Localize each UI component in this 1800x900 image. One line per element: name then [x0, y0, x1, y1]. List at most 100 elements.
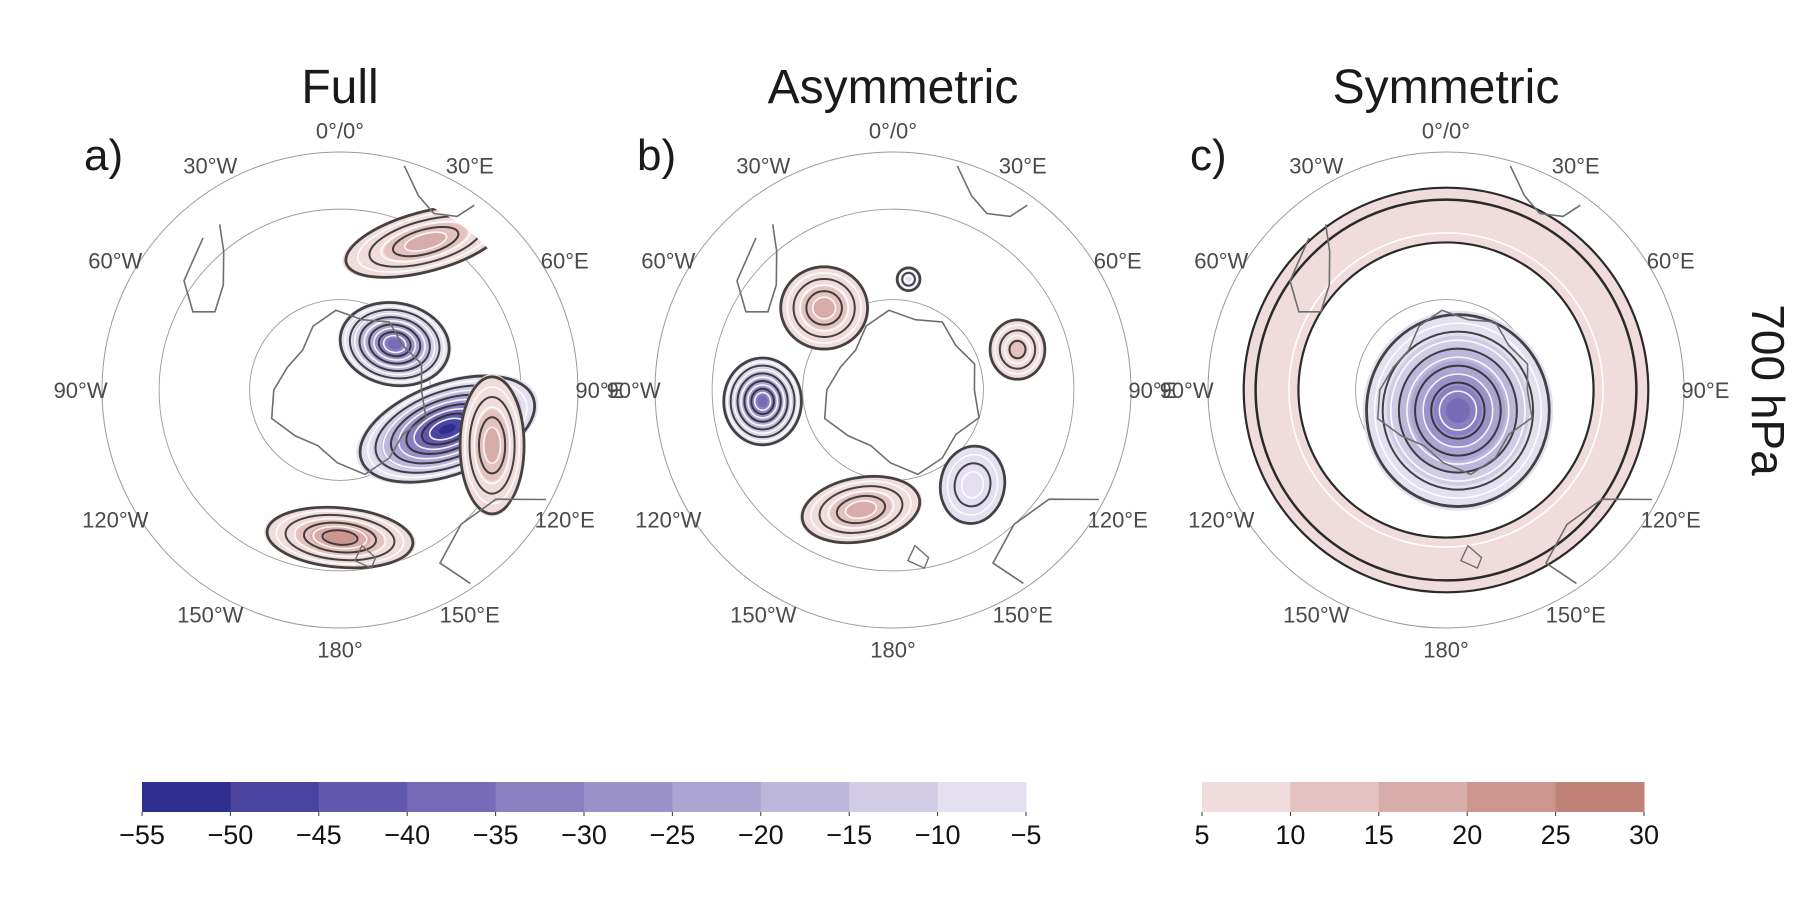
longitude-label: 60°E: [1094, 248, 1142, 273]
longitude-label: 90°W: [1160, 378, 1214, 403]
anomaly-field: [1242, 186, 1650, 594]
longitude-label: 180°: [870, 637, 916, 662]
positive-anomaly: [778, 265, 870, 351]
colorbar-tick-label: −50: [207, 820, 253, 850]
negative-anomaly: [895, 266, 922, 293]
panel-letter-a: a): [84, 131, 123, 180]
longitude-label: 120°W: [82, 508, 149, 533]
colorbar-tick-label: −25: [649, 820, 695, 850]
negative-anomaly: [938, 444, 1007, 526]
colorbar-segment: [760, 782, 850, 812]
africa-coastline: [956, 165, 1028, 218]
australia-coastline: [1544, 498, 1652, 585]
latitude-circle: [711, 208, 1075, 572]
colorbar-segment: [407, 782, 497, 812]
anomaly-field: [722, 265, 1047, 545]
colorbar-segment: [318, 782, 408, 812]
longitude-label: 90°W: [54, 378, 108, 403]
colorbar-tick-label: −45: [296, 820, 342, 850]
longitude-label: 180°: [1423, 637, 1469, 662]
map-boundary: [101, 151, 579, 629]
colorbar-tick-label: −40: [384, 820, 430, 850]
colorbar-tick-label: 20: [1452, 820, 1482, 850]
africa-coastline: [403, 165, 475, 218]
longitude-label: 0°/0°: [1422, 119, 1470, 144]
africa-coastline: [1509, 165, 1581, 218]
panel-letter-c: c): [1190, 131, 1227, 180]
longitude-label: 0°/0°: [316, 119, 364, 144]
panel-letter-b: b): [637, 131, 676, 180]
colorbar-tick-label: −55: [119, 820, 165, 850]
longitude-label: 150°E: [1546, 603, 1606, 628]
positive-anomaly: [458, 373, 526, 517]
panel-title-symmetric: Symmetric: [1333, 61, 1560, 114]
longitude-label: 180°: [317, 637, 363, 662]
colorbar-segment: [230, 782, 320, 812]
panel-c: Symmetric c) 0°/0° 30°E 60°E 90°E 120°E 150°E…: [1160, 61, 1730, 662]
longitude-label: 120°E: [535, 508, 595, 533]
south-america-coastline: [736, 224, 778, 313]
longitude-label: 30°W: [1289, 153, 1343, 178]
new-zealand-coastline: [906, 544, 930, 570]
longitude-label: 150°E: [440, 603, 500, 628]
colorbar-segment: [1467, 782, 1557, 812]
antarctica-coastline: [823, 309, 980, 476]
colorbar-tick-label: −10: [915, 820, 961, 850]
positive-anomaly-ring: [1242, 186, 1650, 594]
colorbar-tick-label: −30: [561, 820, 607, 850]
colorbar-negative: −55 −50 −45 −40 −35 −30 −25 −20 −15 −10 −5: [119, 782, 1041, 850]
longitude-label: 30°W: [736, 153, 790, 178]
colorbar-segment: [937, 782, 1027, 812]
colorbar-tick-label: 25: [1541, 820, 1571, 850]
positive-anomaly: [264, 505, 416, 570]
negative-anomaly: [1362, 310, 1554, 511]
polar-map-asymmetric: 0°/0° 30°E 60°E 90°E 120°E 150°E 180° 150°W 120°…: [607, 119, 1177, 663]
colorbar-tick-label: −15: [826, 820, 872, 850]
colorbar-tick-label: 15: [1364, 820, 1394, 850]
longitude-label: 30°E: [999, 153, 1047, 178]
colorbar-tick-label: 10: [1275, 820, 1305, 850]
longitude-label: 150°E: [993, 603, 1053, 628]
longitude-label: 120°W: [1188, 508, 1255, 533]
longitude-label: 30°E: [446, 153, 494, 178]
longitude-label: 90°W: [607, 378, 661, 403]
south-america-coastline: [1289, 224, 1331, 313]
colorbar-segment: [142, 782, 231, 812]
polar-map-symmetric: 0°/0° 30°E 60°E 90°E 120°E 150°E 180° 150°W 120°…: [1160, 119, 1730, 663]
panel-title-full: Full: [301, 61, 378, 114]
positive-anomaly: [799, 474, 923, 545]
longitude-label: 30°E: [1552, 153, 1600, 178]
pressure-level-label: 700 hPa: [1742, 304, 1794, 476]
longitude-label: 120°E: [1088, 508, 1148, 533]
colorbar-tick-label: −35: [473, 820, 519, 850]
map-boundary: [654, 151, 1132, 629]
longitude-label: 30°W: [183, 153, 237, 178]
anomaly-field: [264, 204, 539, 570]
colorbar-segment: [1378, 782, 1468, 812]
longitude-label: 60°W: [1194, 248, 1248, 273]
longitude-label: 60°W: [641, 248, 695, 273]
longitude-label: 90°E: [1128, 378, 1176, 403]
longitude-label: 60°E: [541, 248, 589, 273]
australia-coastline: [438, 498, 546, 585]
colorbar-tick-label: 5: [1194, 820, 1209, 850]
australia-coastline: [991, 498, 1099, 585]
colorbar-segment: [1202, 782, 1291, 812]
positive-anomaly: [988, 318, 1047, 381]
colorbar-tick-label: −5: [1011, 820, 1042, 850]
panel-a: Full a) 0°/0° 30°E 60°E 90°E 120°E 150°E 180° 1…: [54, 61, 624, 662]
colorbar-segment: [849, 782, 939, 812]
panel-title-asymmetric: Asymmetric: [768, 61, 1019, 114]
map-boundary: [1207, 151, 1685, 629]
colorbar-segment: [584, 782, 673, 812]
longitude-label: 120°E: [1641, 508, 1701, 533]
colorbar-positive: 5 10 15 20 25 30: [1194, 782, 1659, 850]
polar-map-full: 0°/0° 30°E 60°E 90°E 120°E 150°E 180° 150°W 120°…: [54, 119, 624, 663]
longitude-label: 0°/0°: [869, 119, 917, 144]
south-america-coastline: [183, 224, 225, 313]
negative-anomaly: [337, 300, 452, 388]
new-zealand-coastline: [1459, 544, 1483, 570]
colorbar-segment: [1290, 782, 1380, 812]
new-zealand-coastline: [353, 544, 377, 570]
